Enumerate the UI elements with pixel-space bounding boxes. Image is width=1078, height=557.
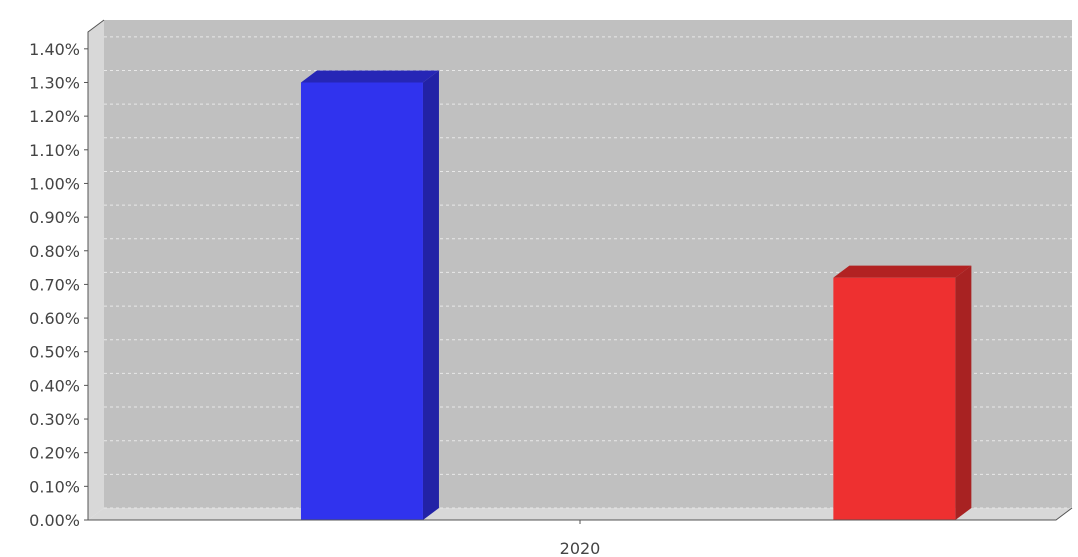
y-tick-label: 1.00% — [29, 174, 80, 193]
x-axis-line — [88, 507, 1073, 521]
bar-1 — [300, 70, 439, 520]
side-wall — [88, 20, 104, 520]
y-tick-label: 1.10% — [29, 141, 80, 160]
y-tick-label: 1.30% — [29, 73, 80, 92]
bar-front — [833, 277, 956, 520]
bar-top — [300, 70, 439, 83]
y-tick-label: 0.60% — [29, 309, 80, 328]
bar-2 — [833, 265, 972, 520]
x-axis-ticks: 2020 — [560, 520, 601, 557]
y-tick-label: 1.40% — [29, 40, 80, 59]
y-tick-label: 0.40% — [29, 376, 80, 395]
y-tick-label: 0.30% — [29, 410, 80, 429]
bar-front — [300, 82, 423, 520]
y-tick-label: 0.50% — [29, 343, 80, 362]
y-tick-label: 0.70% — [29, 275, 80, 294]
y-tick-label: 0.80% — [29, 242, 80, 261]
bar-side — [955, 265, 972, 520]
y-tick-label: 0.10% — [29, 477, 80, 496]
bar-top — [833, 265, 972, 278]
y-axis-line — [87, 19, 105, 520]
y-tick-label: 0.20% — [29, 444, 80, 463]
bar-side — [422, 70, 439, 520]
bars — [300, 70, 972, 520]
y-tick-label: 0.90% — [29, 208, 80, 227]
y-axis-ticks: 0.00% 0.10% 0.20% 0.30% 0.40% 0.50% 0.60% 0.70%… — [29, 40, 88, 530]
y-tick-label: 0.00% — [29, 511, 80, 530]
x-tick-label: 2020 — [560, 539, 601, 557]
y-tick-label: 1.20% — [29, 107, 80, 126]
axes — [87, 19, 1073, 521]
